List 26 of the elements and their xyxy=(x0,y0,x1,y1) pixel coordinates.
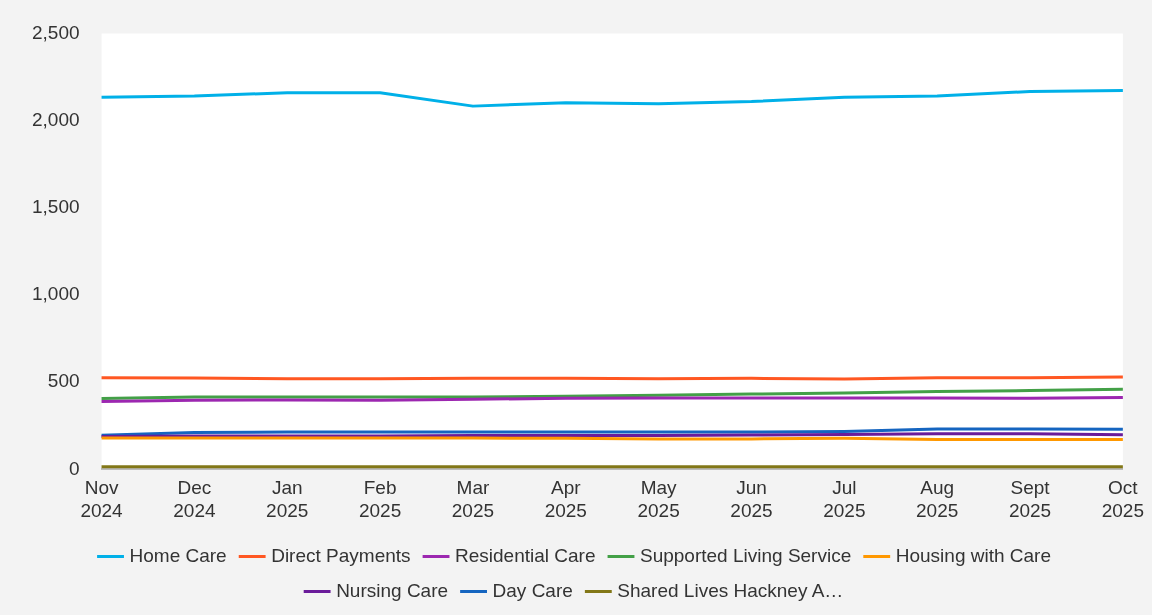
legend-label: Supported Living Service xyxy=(640,544,852,566)
y-tick-label: 2,500 xyxy=(32,21,80,43)
y-tick-label: 500 xyxy=(47,370,80,392)
x-tick-label: Aug 2025 xyxy=(916,477,959,521)
y-tick-label: 1,500 xyxy=(32,196,80,218)
x-tick-label: Oct 2025 xyxy=(1101,477,1145,521)
x-tick-label: Nov 2024 xyxy=(80,477,124,521)
y-tick-label: 2,000 xyxy=(32,108,80,130)
x-tick-label: Jan 2025 xyxy=(266,477,309,521)
legend-label: Residential Care xyxy=(455,544,596,566)
x-tick-label: Jun 2025 xyxy=(730,477,773,521)
x-tick-label: Sept 2025 xyxy=(1008,477,1052,521)
x-tick-label: Jul 2025 xyxy=(823,477,866,521)
legend-label: Day Care xyxy=(492,579,573,601)
x-tick-label: Dec 2024 xyxy=(173,477,216,521)
legend-label: Direct Payments xyxy=(271,544,411,566)
x-tick-label: Feb 2025 xyxy=(358,477,402,521)
y-tick-label: 1,000 xyxy=(32,283,80,305)
legend-label: Housing with Care xyxy=(895,544,1051,566)
x-tick-label: Mar 2025 xyxy=(451,477,495,521)
legend-label: Nursing Care xyxy=(336,579,449,601)
legend-label: Shared Lives Hackney A… xyxy=(617,579,844,601)
x-tick-label: Apr 2025 xyxy=(544,477,587,521)
legend-label: Home Care xyxy=(129,544,227,566)
x-tick-label: May 2025 xyxy=(637,477,680,521)
y-tick-label: 0 xyxy=(68,457,80,479)
